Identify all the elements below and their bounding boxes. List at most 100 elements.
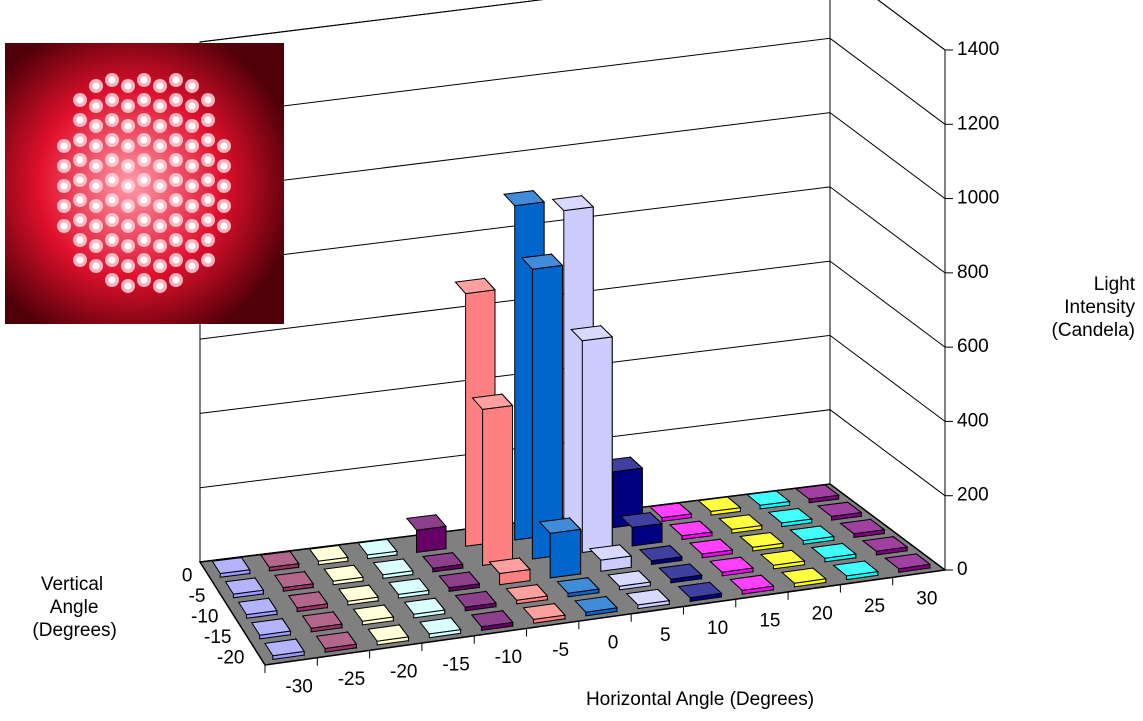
x-tick-label: -30 bbox=[285, 676, 312, 697]
y-tick-label: 1000 bbox=[957, 188, 999, 209]
led-core bbox=[172, 256, 180, 264]
bar-top bbox=[315, 631, 358, 650]
bar-top bbox=[372, 558, 414, 576]
led-core bbox=[140, 116, 148, 124]
bar-top bbox=[454, 590, 497, 608]
x-tick-label: -25 bbox=[338, 669, 365, 690]
x-tick-label: 15 bbox=[759, 611, 780, 632]
bar-top bbox=[551, 195, 595, 212]
depth-tick-label: -5 bbox=[189, 586, 206, 607]
x-tick-label: -20 bbox=[390, 662, 417, 683]
bar-top bbox=[388, 578, 430, 595]
led-core bbox=[140, 216, 148, 224]
bar-top bbox=[588, 544, 633, 561]
led-core bbox=[60, 162, 68, 170]
led-core bbox=[188, 222, 196, 230]
bar-top bbox=[403, 597, 446, 615]
led-core bbox=[156, 142, 164, 150]
bar-top bbox=[488, 557, 532, 575]
bar-top bbox=[619, 512, 664, 528]
led-core bbox=[188, 162, 196, 170]
led-core bbox=[172, 96, 180, 104]
led-core bbox=[108, 216, 116, 224]
led-core bbox=[92, 182, 100, 190]
grid-line bbox=[199, 37, 946, 125]
y-tick-label: 1200 bbox=[957, 113, 999, 134]
led-core bbox=[220, 222, 228, 230]
bar-top bbox=[505, 584, 549, 601]
led-core bbox=[140, 256, 148, 264]
led-core bbox=[76, 176, 84, 184]
led-core bbox=[108, 236, 116, 244]
led-core bbox=[92, 82, 100, 90]
led-core bbox=[204, 176, 212, 184]
led-core bbox=[156, 202, 164, 210]
bar bbox=[416, 525, 447, 553]
grid-line bbox=[199, 260, 946, 348]
led-photo bbox=[5, 43, 284, 324]
bar-top bbox=[301, 611, 343, 629]
x-tick-label: 10 bbox=[707, 618, 728, 639]
led-core bbox=[76, 196, 84, 204]
led-core bbox=[124, 222, 132, 230]
bar-top bbox=[625, 588, 671, 606]
bar-top bbox=[794, 484, 840, 500]
led-core bbox=[124, 82, 132, 90]
bar-top bbox=[759, 549, 806, 566]
led-core bbox=[204, 216, 212, 224]
bar-top bbox=[224, 577, 265, 595]
led-core bbox=[60, 202, 68, 210]
grid-line bbox=[199, 409, 946, 497]
led-core bbox=[140, 196, 148, 204]
bar-top bbox=[839, 518, 886, 535]
depth-tick-label: -20 bbox=[217, 648, 244, 669]
led-core bbox=[76, 216, 84, 224]
led-core bbox=[156, 82, 164, 90]
bar-top bbox=[538, 517, 582, 534]
led-core bbox=[92, 222, 100, 230]
bar-top bbox=[697, 496, 742, 512]
led-core bbox=[204, 136, 212, 144]
bar bbox=[549, 528, 582, 579]
y-tick-label: 800 bbox=[957, 262, 989, 283]
led-core bbox=[156, 162, 164, 170]
led-core bbox=[60, 182, 68, 190]
bar-top bbox=[638, 545, 683, 562]
bar-top bbox=[308, 544, 349, 562]
led-core bbox=[204, 236, 212, 244]
bar-top bbox=[470, 610, 514, 628]
y-tick-label: 1400 bbox=[957, 39, 999, 60]
led-core bbox=[172, 76, 180, 84]
led-core bbox=[188, 182, 196, 190]
y-tick-label: 0 bbox=[957, 559, 968, 580]
bar-top bbox=[237, 597, 278, 616]
bar-top bbox=[405, 514, 447, 531]
bar-top bbox=[250, 618, 292, 636]
led-core bbox=[140, 176, 148, 184]
led-core bbox=[172, 156, 180, 164]
bar-top bbox=[287, 591, 329, 609]
led-core bbox=[156, 242, 164, 250]
led-core bbox=[124, 182, 132, 190]
led-core bbox=[76, 236, 84, 244]
bar-top bbox=[789, 525, 835, 542]
grid-line bbox=[199, 112, 946, 200]
led-core bbox=[156, 102, 164, 110]
bar-top bbox=[708, 556, 755, 573]
bar-top bbox=[274, 571, 314, 589]
led-core bbox=[140, 156, 148, 164]
led-core bbox=[156, 222, 164, 230]
bar-top bbox=[520, 253, 564, 270]
led-core bbox=[92, 102, 100, 110]
depth-tick-label: -15 bbox=[204, 627, 231, 648]
bar bbox=[581, 336, 613, 554]
led-core bbox=[156, 182, 164, 190]
led-core bbox=[220, 162, 228, 170]
grid-line bbox=[199, 0, 946, 51]
y-tick-label: 200 bbox=[957, 485, 989, 506]
x-tick-label: -10 bbox=[495, 647, 522, 668]
led-core bbox=[60, 222, 68, 230]
depth-tick-label: -10 bbox=[191, 607, 218, 628]
led-core bbox=[140, 136, 148, 144]
bar bbox=[482, 404, 513, 566]
